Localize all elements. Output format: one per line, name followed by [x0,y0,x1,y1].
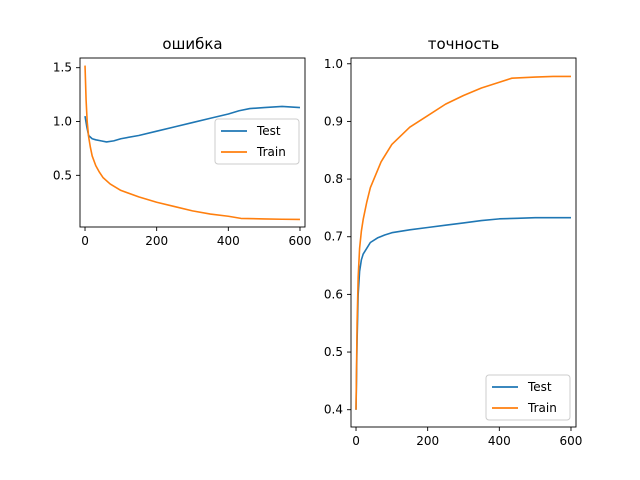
legend-label-train: Train [256,145,286,159]
legend-label-test: Test [256,124,281,138]
chart-title: ошибка [162,35,222,53]
x-tick-label: 0 [81,234,89,248]
x-tick-label: 0 [352,434,360,448]
x-tick-label: 600 [289,234,312,248]
y-tick-label: 0.5 [324,345,343,359]
y-tick-label: 0.9 [324,114,343,128]
chart-panel-0: ошибка 0 200 400 600 0.5 1.0 1.5 Test Train [53,35,312,248]
series-line-test [355,216,571,410]
x-tick-label: 200 [416,434,439,448]
axes-frame [79,57,306,228]
x-tick-label: 400 [217,234,240,248]
chart-panel-1: точность 0 200 400 600 0.4 0.5 0.6 0.7 0.8 0.9 1.0 T… [324,35,583,448]
legend: Test Train [214,118,300,165]
y-tick-label: 1.5 [53,61,72,75]
series-line-train [355,75,571,410]
x-tick-label: 200 [145,234,168,248]
y-tick-label: 0.7 [324,230,343,244]
x-tick-label: 600 [560,434,583,448]
y-tick-label: 0.6 [324,287,343,301]
y-tick-label: 0.4 [324,403,343,417]
y-tick-label: 0.8 [324,172,343,186]
series-line-test [84,105,301,143]
y-tick-label: 1.0 [324,57,343,71]
axes-frame [350,57,577,428]
legend: Test Train [485,374,571,421]
legend-label-test: Test [527,380,552,394]
x-tick-label: 400 [488,434,511,448]
legend-label-train: Train [527,401,557,415]
y-tick-label: 1.0 [53,115,72,129]
series-line-train [84,65,300,221]
y-tick-label: 0.5 [53,168,72,182]
chart-title: точность [428,35,500,53]
